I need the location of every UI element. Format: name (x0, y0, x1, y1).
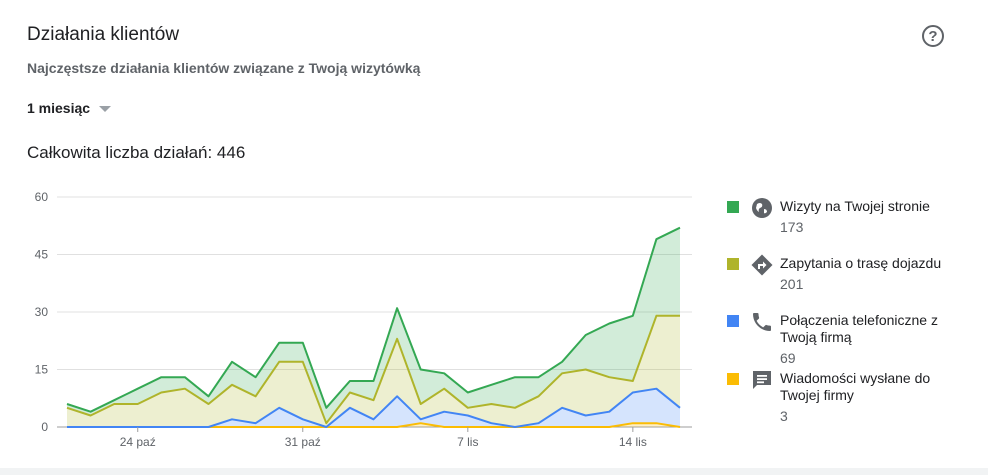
series-line (66, 226, 681, 413)
period-label: 1 miesiąc (27, 100, 91, 116)
total-actions: Całkowita liczba działań: 446 (27, 143, 246, 162)
card-subtitle: Najczęstsze działania klientów związane … (27, 60, 421, 76)
message-icon (753, 371, 771, 389)
help-circle-icon[interactable]: ? (922, 25, 944, 47)
directions-icon (751, 254, 773, 276)
series-area (67, 423, 680, 427)
series-line (67, 387, 681, 428)
y-tick-label: 60 (35, 190, 49, 204)
x-tick-label: 31 paź (285, 435, 321, 449)
legend-swatch (727, 201, 739, 213)
legend-label: Połączenia telefoniczne z Twoją firmą (780, 312, 938, 345)
globe-icon (752, 198, 772, 218)
y-tick-label: 15 (35, 363, 49, 377)
legend-label: Wizyty na Twojej stronie (780, 198, 930, 214)
legend-count: 201 (780, 276, 804, 292)
y-tick-label: 0 (41, 420, 48, 434)
stacked-area-chart: 0 15 30 45 60 24 paź 31 paź 7 lis 14 lis (35, 190, 692, 449)
x-tick-label: 14 lis (619, 435, 647, 449)
legend-count: 173 (780, 219, 804, 235)
legend-label: Wiadomości wysłane do Twojej firmy (780, 370, 931, 403)
legend-swatch (727, 315, 739, 327)
x-tick-label: 24 paź (120, 435, 156, 449)
series-area (67, 315, 680, 427)
legend-count: 3 (780, 408, 788, 424)
legend-label: Zapytania o trasę dojazdu (780, 255, 942, 271)
y-tick-label: 45 (35, 248, 49, 262)
caret-down-icon (99, 105, 112, 112)
legend-swatch (727, 373, 739, 385)
card-title: Działania klientów (27, 24, 180, 45)
legend-count: 69 (780, 350, 796, 366)
legend-swatch (727, 258, 739, 270)
period-dropdown[interactable]: 1 miesiąc (27, 100, 112, 116)
y-tick-label: 30 (35, 305, 49, 319)
series-line (66, 314, 680, 425)
x-tick-label: 7 lis (457, 435, 478, 449)
phone-icon (753, 313, 771, 331)
